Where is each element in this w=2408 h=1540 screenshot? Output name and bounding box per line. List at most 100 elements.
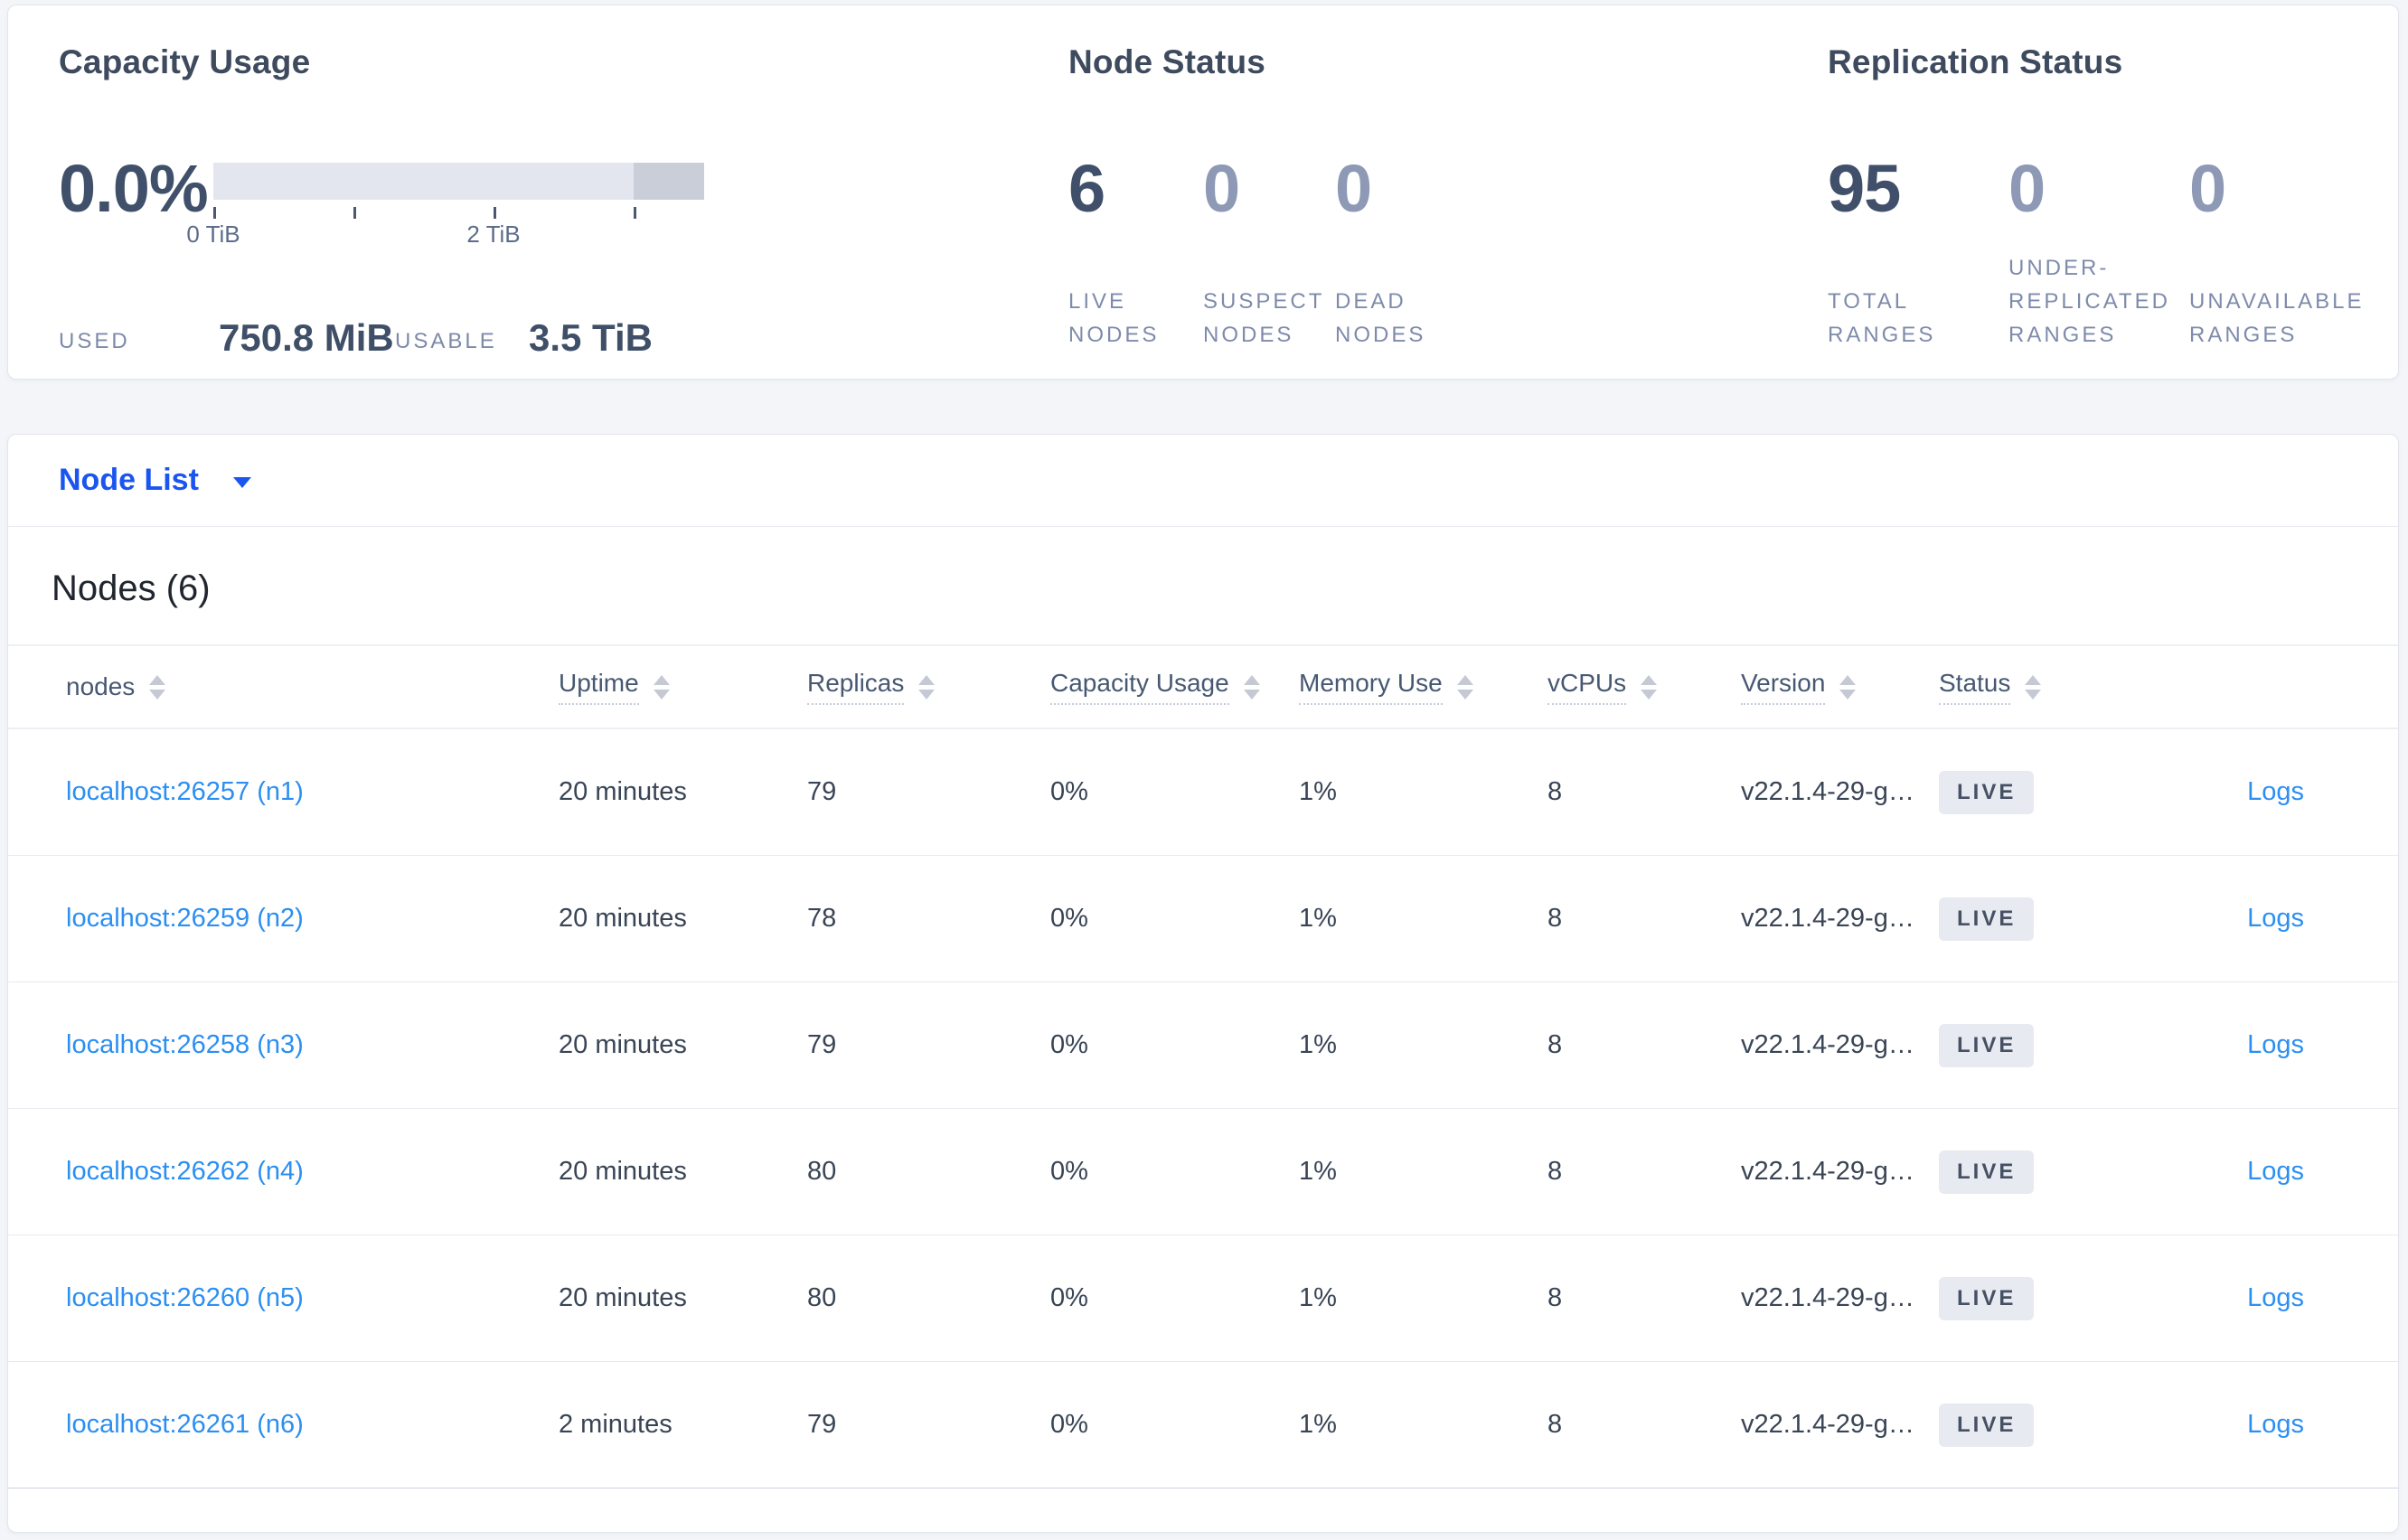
node-link[interactable]: localhost:26262 (n4) bbox=[66, 1157, 304, 1186]
column-header-label: Replicas bbox=[807, 669, 905, 705]
status-badge: LIVE bbox=[1939, 1403, 2035, 1447]
column-header-vcpus[interactable]: vCPUs bbox=[1547, 669, 1741, 705]
version-cell: v22.1.4-29-g… bbox=[1741, 1410, 1914, 1439]
capacity-usage-title: Capacity Usage bbox=[59, 43, 311, 80]
axis-tick bbox=[353, 207, 356, 219]
logs-link[interactable]: Logs bbox=[2247, 1283, 2304, 1312]
node-list-dropdown[interactable]: Node List bbox=[59, 463, 251, 498]
column-header-replicas[interactable]: Replicas bbox=[807, 669, 1050, 705]
dead-nodes-label: DEAD NODES bbox=[1335, 289, 1426, 347]
sort-icon bbox=[149, 674, 166, 700]
axis-tick bbox=[494, 207, 496, 219]
unavailable-ranges-label: UNAVAILABLE RANGES bbox=[2189, 289, 2365, 347]
node-link[interactable]: localhost:26261 (n6) bbox=[66, 1410, 304, 1439]
column-header-label: Memory Use bbox=[1299, 669, 1443, 705]
memory-cell: 1% bbox=[1299, 904, 1337, 933]
version-cell: v22.1.4-29-g… bbox=[1741, 1283, 1914, 1312]
memory-cell: 1% bbox=[1299, 1283, 1337, 1312]
capacity-percent-value: 0.0% bbox=[59, 151, 209, 226]
logs-link[interactable]: Logs bbox=[2247, 1157, 2304, 1186]
node-status-title: Node Status bbox=[1068, 43, 1266, 80]
replicas-cell: 80 bbox=[807, 1283, 837, 1312]
column-header-uptime[interactable]: Uptime bbox=[559, 669, 807, 705]
sort-icon bbox=[653, 674, 670, 700]
sort-icon bbox=[2025, 674, 2042, 700]
uptime-cell: 2 minutes bbox=[559, 1410, 673, 1439]
sort-icon bbox=[1839, 674, 1857, 700]
logs-link[interactable]: Logs bbox=[2247, 904, 2304, 933]
under-replicated-ranges-count: 0 bbox=[2008, 151, 2046, 226]
usable-value: 3.5 TiB bbox=[529, 316, 653, 359]
live-nodes-label: LIVE NODES bbox=[1068, 289, 1160, 347]
usable-label: USABLE bbox=[395, 329, 497, 353]
version-cell: v22.1.4-29-g… bbox=[1741, 777, 1914, 806]
nodes-table: nodes Uptime Replicas Capacity Usage Mem… bbox=[8, 644, 2398, 1488]
suspect-nodes-count: 0 bbox=[1203, 151, 1240, 226]
replicas-cell: 79 bbox=[807, 1030, 837, 1059]
logs-link[interactable]: Logs bbox=[2247, 1030, 2304, 1059]
uptime-cell: 20 minutes bbox=[559, 1283, 687, 1312]
unavailable-ranges-count: 0 bbox=[2189, 151, 2226, 226]
uptime-cell: 20 minutes bbox=[559, 777, 687, 806]
vcpus-cell: 8 bbox=[1547, 1030, 1563, 1059]
table-row: localhost:26258 (n3) 20 minutes 79 0% 1%… bbox=[8, 982, 2398, 1109]
axis-tick-label: 0 TiB bbox=[186, 221, 240, 248]
column-header-memory-use[interactable]: Memory Use bbox=[1299, 669, 1547, 705]
status-badge: LIVE bbox=[1939, 897, 2035, 941]
column-header-label: vCPUs bbox=[1547, 669, 1627, 705]
used-value: 750.8 MiB bbox=[219, 316, 394, 359]
table-row: localhost:26262 (n4) 20 minutes 80 0% 1%… bbox=[8, 1109, 2398, 1235]
capacity-cell: 0% bbox=[1050, 1283, 1088, 1312]
total-ranges-label: TOTAL RANGES bbox=[1828, 289, 1936, 347]
node-list-dropdown-row: Node List bbox=[8, 435, 2398, 527]
column-header-label: nodes bbox=[66, 672, 136, 700]
vcpus-cell: 8 bbox=[1547, 1157, 1563, 1186]
suspect-nodes-label: SUSPECT NODES bbox=[1203, 289, 1324, 347]
status-badge: LIVE bbox=[1939, 1150, 2035, 1194]
axis-tick bbox=[634, 207, 636, 219]
cluster-overview-panel: Capacity Usage 0.0% 0 TiB 2 TiB USED 750… bbox=[7, 5, 2399, 380]
column-header-label: Capacity Usage bbox=[1050, 669, 1229, 705]
memory-cell: 1% bbox=[1299, 1410, 1337, 1439]
column-header-label: Uptime bbox=[559, 669, 639, 705]
vcpus-cell: 8 bbox=[1547, 904, 1563, 933]
column-header-label: Version bbox=[1741, 669, 1826, 705]
logs-link[interactable]: Logs bbox=[2247, 777, 2304, 806]
column-header-version[interactable]: Version bbox=[1741, 669, 1939, 705]
memory-cell: 1% bbox=[1299, 777, 1337, 806]
version-cell: v22.1.4-29-g… bbox=[1741, 1157, 1914, 1186]
dead-nodes-count: 0 bbox=[1335, 151, 1372, 226]
column-header-label: Status bbox=[1939, 669, 2011, 705]
node-link[interactable]: localhost:26257 (n1) bbox=[66, 777, 304, 806]
nodes-table-header: nodes Uptime Replicas Capacity Usage Mem… bbox=[8, 644, 2398, 729]
capacity-cell: 0% bbox=[1050, 1030, 1088, 1059]
vcpus-cell: 8 bbox=[1547, 1410, 1563, 1439]
table-row: localhost:26260 (n5) 20 minutes 80 0% 1%… bbox=[8, 1235, 2398, 1362]
node-link[interactable]: localhost:26260 (n5) bbox=[66, 1283, 304, 1312]
column-header-nodes[interactable]: nodes bbox=[66, 672, 559, 701]
table-row: localhost:26257 (n1) 20 minutes 79 0% 1%… bbox=[8, 729, 2398, 856]
capacity-cell: 0% bbox=[1050, 777, 1088, 806]
node-link[interactable]: localhost:26259 (n2) bbox=[66, 904, 304, 933]
total-ranges-count: 95 bbox=[1828, 151, 1901, 226]
uptime-cell: 20 minutes bbox=[559, 904, 687, 933]
column-header-status[interactable]: Status bbox=[1939, 669, 2131, 705]
capacity-cell: 0% bbox=[1050, 1410, 1088, 1439]
status-badge: LIVE bbox=[1939, 770, 2035, 814]
replicas-cell: 79 bbox=[807, 1410, 837, 1439]
vcpus-cell: 8 bbox=[1547, 1283, 1563, 1312]
status-badge: LIVE bbox=[1939, 1276, 2035, 1320]
replication-status-title: Replication Status bbox=[1828, 43, 2123, 80]
logs-link[interactable]: Logs bbox=[2247, 1410, 2304, 1439]
node-list-dropdown-label: Node List bbox=[59, 463, 199, 497]
chevron-down-icon bbox=[232, 476, 251, 488]
under-replicated-ranges-label: UNDER-REPLICATED RANGES bbox=[2008, 256, 2170, 347]
column-header-capacity-usage[interactable]: Capacity Usage bbox=[1050, 669, 1299, 705]
version-cell: v22.1.4-29-g… bbox=[1741, 1030, 1914, 1059]
sort-icon bbox=[1641, 674, 1658, 700]
replicas-cell: 78 bbox=[807, 904, 837, 933]
replicas-cell: 80 bbox=[807, 1157, 837, 1186]
status-badge: LIVE bbox=[1939, 1023, 2035, 1067]
node-link[interactable]: localhost:26258 (n3) bbox=[66, 1030, 304, 1059]
version-cell: v22.1.4-29-g… bbox=[1741, 904, 1914, 933]
